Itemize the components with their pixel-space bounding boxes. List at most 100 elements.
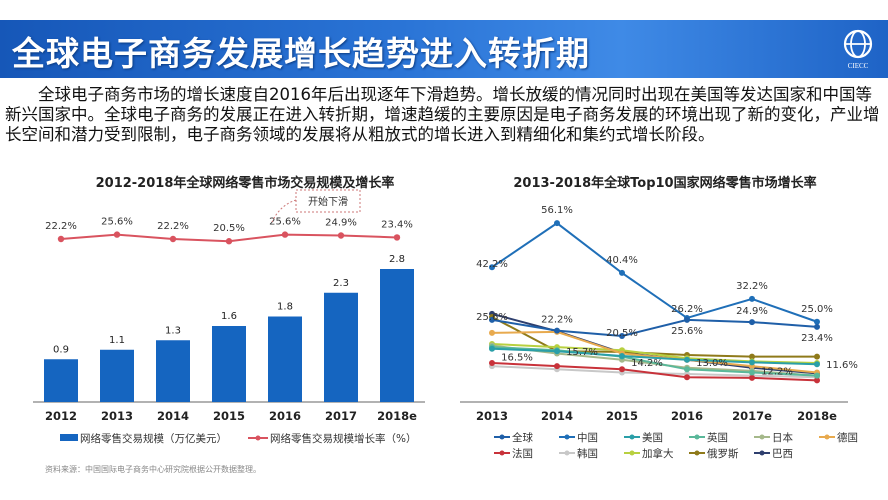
bar-label: 2.3 (333, 278, 349, 289)
x-tick-label: 2017e (732, 409, 772, 423)
svg-text:CIECC: CIECC (848, 62, 869, 70)
x-tick-label: 2012 (45, 409, 77, 423)
data-label: 25.6% (671, 326, 703, 337)
legend-label: 韩国 (577, 447, 598, 460)
series-line-加拿大 (491, 342, 818, 364)
growth-point (113, 231, 121, 238)
data-label: 14.2% (631, 358, 663, 369)
series-point (749, 295, 755, 302)
series-line-法国 (491, 361, 818, 382)
legend-swatch-dot (629, 450, 635, 456)
series-point (749, 369, 755, 376)
annotation-text: 开始下滑 (308, 195, 348, 208)
x-tick-label: 2014 (157, 409, 189, 423)
series-point (619, 352, 625, 359)
bar (380, 269, 414, 402)
series-point (489, 316, 495, 323)
legend-label: 中国 (577, 431, 598, 444)
series-point (814, 318, 820, 325)
series-point (489, 264, 495, 271)
bar-label: 2.8 (389, 254, 405, 265)
data-label: 25.0% (801, 304, 833, 315)
x-tick-label: 2018e (797, 409, 837, 423)
series-point (684, 356, 690, 363)
data-label: 23.4% (801, 333, 833, 344)
page-title: 全球电子商务发展增长趋势进入转折期 (12, 34, 590, 73)
data-label: 24.9% (736, 306, 768, 317)
series-point (814, 377, 820, 384)
growth-point (281, 231, 289, 238)
series-point (684, 316, 690, 323)
bar (156, 340, 190, 402)
annotation-leader (271, 199, 297, 223)
series-line-全球 (491, 318, 818, 338)
bar-label: 1.3 (165, 325, 181, 336)
data-label: 22.2% (541, 315, 573, 326)
growth-point (393, 234, 401, 241)
legend-swatch-dot (759, 450, 765, 456)
series-point (814, 372, 820, 379)
series-point (554, 363, 560, 370)
legend-label: 美国 (642, 431, 663, 444)
data-label: 40.4% (606, 255, 638, 266)
series-point (814, 323, 820, 330)
legend-label: 日本 (772, 431, 793, 444)
data-label: 32.2% (736, 281, 768, 292)
series-point (619, 366, 625, 373)
bar (212, 326, 246, 402)
series-point (554, 348, 560, 355)
chart-title: 2012-2018年全球网络零售市场交易规模及增长率 (96, 175, 395, 191)
legend-label: 巴西 (772, 448, 793, 460)
series-point (749, 353, 755, 360)
growth-point (169, 235, 177, 243)
legend-swatch-dot (629, 434, 635, 440)
series-point (684, 366, 690, 373)
legend-swatch-dot (499, 434, 505, 440)
growth-point (57, 235, 65, 243)
series-point (814, 361, 820, 368)
bar-label: 0.9 (53, 344, 69, 355)
series-line-德国 (491, 330, 818, 374)
x-tick-label: 2013 (476, 409, 508, 423)
series-point (554, 220, 560, 227)
bar (268, 316, 302, 402)
growth-label: 25.6% (269, 217, 301, 228)
series-line-中国 (491, 221, 818, 323)
growth-point (337, 232, 345, 239)
series-line-英国 (491, 346, 818, 377)
x-tick-label: 2016 (269, 409, 301, 423)
legend-swatch-dot (499, 450, 505, 456)
legend-swatch-dot (759, 434, 765, 440)
legend-label: 全球 (512, 431, 533, 444)
series-point (814, 353, 820, 360)
bar-label: 1.1 (109, 335, 125, 346)
x-tick-label: 2016 (671, 409, 703, 423)
legend-label: 法国 (512, 447, 533, 460)
data-label: 42.2% (476, 259, 508, 270)
data-label: 12.2% (761, 366, 793, 377)
x-tick-label: 2013 (101, 409, 133, 423)
series-point (489, 345, 495, 352)
series-point (749, 374, 755, 381)
x-tick-label: 2017 (325, 409, 357, 423)
growth-label: 22.2% (45, 221, 77, 232)
legend-label: 德国 (837, 431, 858, 444)
data-label: 26.2% (671, 304, 703, 315)
data-label: 56.1% (541, 205, 573, 216)
legend-label: 俄罗斯 (707, 447, 739, 460)
legend-swatch-dot (564, 434, 570, 440)
legend-swatch-bar (60, 434, 78, 441)
growth-point (225, 238, 233, 245)
growth-label: 25.6% (101, 217, 133, 228)
series-point (749, 359, 755, 366)
series-point (619, 333, 625, 340)
data-label: 15.7% (566, 347, 598, 358)
bar-label: 1.8 (277, 302, 293, 313)
series-line-美国 (491, 347, 818, 366)
data-label: 25.6% (476, 312, 508, 323)
source-note: 资料来源：中国国际电子商务中心研究院根据公开数据整理。 (45, 465, 261, 474)
legend-swatch-dot (564, 450, 570, 456)
legend-label: 网络零售交易规模（万亿美元） (80, 432, 227, 445)
growth-label: 22.2% (157, 221, 189, 232)
